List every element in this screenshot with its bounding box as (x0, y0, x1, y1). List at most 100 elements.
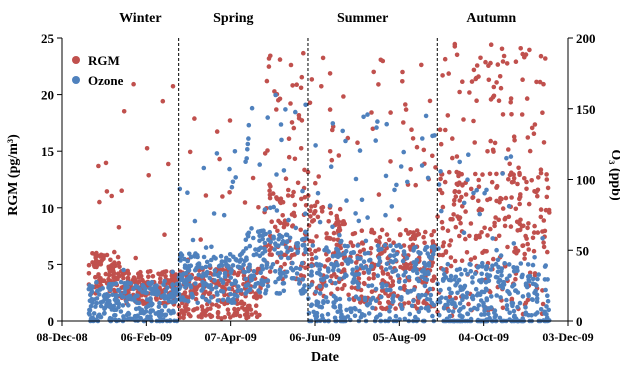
rgm-point (525, 225, 530, 231)
ozone-point (116, 304, 121, 310)
ozone-point (317, 284, 323, 289)
rgm-point (439, 190, 445, 196)
ozone-point (384, 287, 390, 293)
ozone-point (358, 314, 364, 320)
rgm-point (440, 73, 445, 78)
rgm-point (146, 173, 151, 178)
ozone-point (337, 296, 343, 302)
rgm-point (138, 269, 143, 275)
rgm-point (457, 198, 463, 203)
ozone-point (296, 277, 302, 282)
rgm-point (414, 233, 420, 238)
ozone-point (388, 253, 393, 258)
rgm-point (532, 273, 538, 278)
rgm-point (315, 214, 321, 220)
rgm-point (371, 272, 377, 277)
rgm-point (540, 110, 545, 115)
ozone-point (133, 283, 138, 289)
ozone-point (352, 305, 358, 311)
rgm-point (96, 163, 101, 169)
ozone-point (124, 299, 129, 304)
ozone-point (464, 290, 470, 296)
rgm-point (369, 229, 375, 234)
rgm-point (443, 250, 449, 255)
ozone-point (91, 311, 97, 316)
rgm-point (116, 225, 122, 230)
ozone-point (242, 258, 248, 264)
ozone-point (209, 295, 214, 300)
rgm-point (447, 243, 452, 248)
rgm-point (331, 237, 337, 242)
ozone-point (414, 267, 419, 273)
rgm-point (337, 206, 343, 212)
rgm-point (250, 175, 256, 181)
rgm-point (431, 229, 437, 234)
y-tick-label: 5 (48, 257, 55, 272)
rgm-point (208, 306, 213, 311)
rgm-point (346, 292, 351, 298)
rgm-point (507, 172, 513, 178)
rgm-point (388, 159, 393, 164)
rgm-point (440, 243, 446, 249)
ozone-point (300, 277, 306, 282)
ozone-point (398, 302, 404, 308)
ozone-point (284, 269, 290, 275)
ozone-point (156, 304, 162, 310)
rgm-point (438, 141, 444, 147)
rgm-point (494, 80, 499, 85)
rgm-point (474, 98, 479, 103)
rgm-point (314, 234, 319, 239)
ozone-point (484, 296, 490, 301)
rgm-point (522, 256, 527, 261)
ozone-point (482, 289, 487, 295)
ozone-point (472, 305, 477, 311)
rgm-point (203, 193, 209, 198)
ozone-point (423, 263, 428, 268)
rgm-point (501, 53, 507, 59)
rgm-point (376, 239, 382, 244)
rgm-point (131, 81, 136, 87)
ozone-point (442, 271, 447, 277)
ozone-point (287, 235, 293, 241)
ozone-point (418, 305, 424, 311)
ozone-point (108, 304, 113, 310)
ozone-point (383, 212, 388, 218)
ozone-point (367, 258, 372, 263)
ozone-point (414, 276, 420, 282)
season-label: Autumn (466, 11, 516, 26)
rgm-point (285, 193, 291, 198)
ozone-point (315, 263, 320, 268)
ozone-point (337, 232, 342, 238)
rgm-point (498, 85, 504, 91)
rgm-point (341, 94, 346, 99)
rgm-point (453, 224, 459, 230)
ozone-point (193, 281, 198, 286)
rgm-point (410, 136, 416, 141)
ozone-point (96, 292, 102, 297)
rgm-point (126, 271, 131, 277)
ozone-point (373, 298, 379, 304)
x-tick-label: 04-Oct-09 (458, 330, 509, 344)
y-tick-label: 15 (41, 144, 55, 159)
rgm-point (419, 62, 424, 68)
rgm-point (220, 194, 225, 199)
rgm-point (479, 230, 484, 235)
ozone-point (149, 291, 155, 296)
rgm-point (429, 232, 434, 238)
ozone-point (251, 269, 257, 274)
ozone-point (356, 218, 362, 224)
ozone-point (400, 258, 406, 264)
ozone-point (102, 305, 108, 311)
ozone-point (407, 311, 413, 317)
rgm-point (361, 247, 367, 253)
rgm-point (467, 90, 472, 95)
rgm-point (518, 46, 523, 51)
ozone-point (135, 313, 140, 319)
ozone-point (147, 286, 153, 291)
ozone-point (226, 263, 231, 269)
ozone-point (342, 251, 347, 257)
ozone-point (457, 159, 463, 165)
ozone-point (207, 263, 213, 268)
rgm-point (544, 194, 550, 200)
rgm-point (376, 82, 381, 87)
